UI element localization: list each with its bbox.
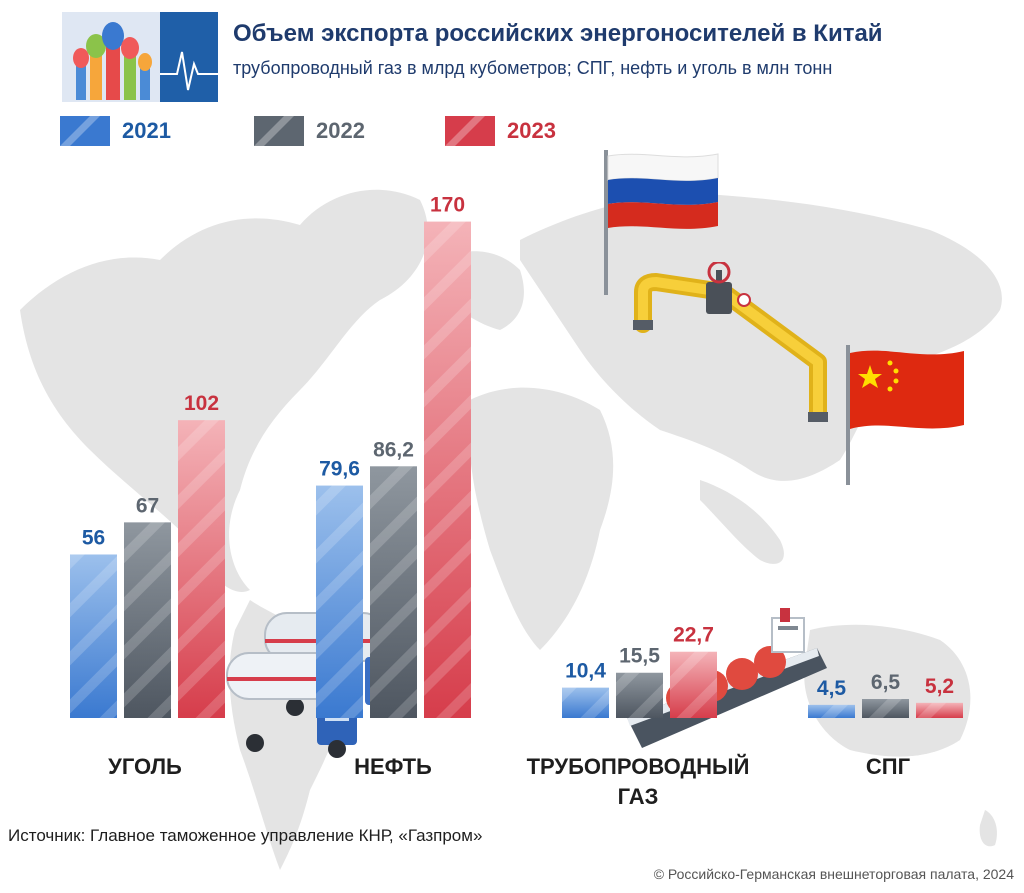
legend-item-2021: 2021 — [60, 116, 171, 146]
world-map — [20, 189, 1002, 870]
source-note: Источник: Главное таможенное управление … — [8, 826, 483, 845]
data-label-lng-2022: 6,5 — [871, 671, 901, 694]
data-label-oil-2022: 86,2 — [373, 438, 414, 461]
category-label-coal: УГОЛЬ — [108, 754, 182, 779]
heartbeat-line-icon — [160, 51, 218, 91]
legend-item-2022: 2022 — [254, 116, 365, 146]
bar-stripes-coal-2023 — [178, 420, 225, 718]
data-label-pipeline-gas-2021: 10,4 — [565, 660, 606, 683]
bars-group: 56 79,6 10,4 4,5 67 86,2 15,5 6,5 102 170 22,7 5,2 — [70, 194, 963, 718]
category-label-pipeline-gas: ТРУБОПРОВОДНЫЙ ГАЗ — [518, 752, 758, 812]
data-label-pipeline-gas-2023: 22,7 — [673, 624, 714, 647]
category-label-pipeline-gas-line2: ГАЗ — [617, 784, 659, 809]
category-label-pipeline-gas-line1: ТРУБОПРОВОДНЫЙ — [526, 754, 750, 779]
copyright-note: © Российско-Германская внешнеторговая па… — [653, 866, 1014, 882]
legend-swatch-2023 — [445, 116, 495, 146]
legend-item-2023: 2023 — [445, 116, 556, 146]
data-label-pipeline-gas-2022: 15,5 — [619, 645, 660, 668]
bar-stripes-pipeline-gas-2023 — [670, 651, 717, 718]
bar-stripes-pipeline-gas-2022 — [616, 672, 663, 718]
china-flag-icon — [846, 345, 964, 485]
legend-label-2021: 2021 — [122, 118, 171, 143]
legend-label-2023: 2023 — [507, 118, 556, 143]
legend-swatch-2021 — [60, 116, 110, 146]
bar-stripes-coal-2021 — [70, 554, 117, 718]
bar-stripes-pipeline-gas-2021 — [562, 687, 609, 718]
russia-flag-icon — [604, 150, 719, 295]
bar-stripes-oil-2021 — [316, 485, 363, 718]
data-label-lng-2023: 5,2 — [925, 675, 954, 698]
category-label-oil: НЕФТЬ — [354, 754, 432, 779]
moscow-cathedral-logo — [62, 12, 218, 102]
data-label-oil-2023: 170 — [430, 194, 465, 217]
legend-label-2022: 2022 — [316, 118, 365, 143]
chart-subtitle: трубопроводный газ в млрд кубометров; СП… — [233, 58, 833, 78]
bar-stripes-coal-2022 — [124, 522, 171, 718]
cathedral-domes-icon — [73, 22, 152, 100]
category-label-lng: СПГ — [865, 754, 911, 779]
data-label-lng-2021: 4,5 — [817, 677, 847, 700]
legend-swatch-2022 — [254, 116, 304, 146]
bar-stripes-lng-2023 — [916, 702, 963, 718]
data-label-oil-2021: 79,6 — [319, 458, 360, 481]
data-label-coal-2021: 56 — [82, 526, 105, 549]
bar-stripes-lng-2021 — [808, 704, 855, 718]
data-label-coal-2023: 102 — [184, 392, 219, 415]
chart-title: Объем экспорта российских энергоносителе… — [233, 20, 883, 47]
bar-stripes-oil-2022 — [370, 466, 417, 718]
bar-stripes-oil-2023 — [424, 221, 471, 718]
bar-stripes-lng-2022 — [862, 699, 909, 718]
data-label-coal-2022: 67 — [136, 494, 159, 517]
pipeline-valve-icon — [633, 262, 828, 422]
